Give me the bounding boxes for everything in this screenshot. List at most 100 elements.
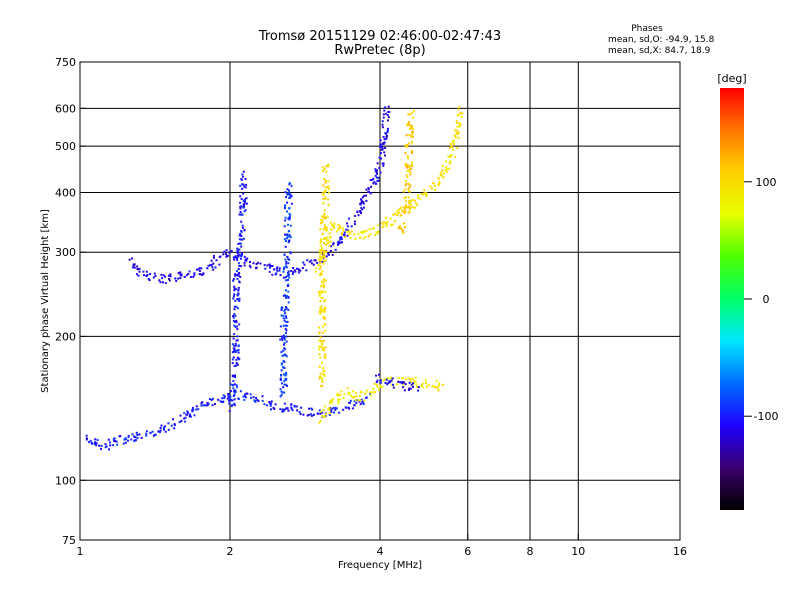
data-point [243, 204, 245, 207]
data-point [287, 262, 290, 265]
data-point [351, 407, 354, 410]
data-point [245, 392, 248, 395]
data-point [238, 248, 241, 251]
data-point [348, 391, 350, 394]
data-point [244, 198, 247, 201]
data-point [233, 391, 236, 394]
data-point [322, 367, 324, 370]
data-point [289, 252, 292, 255]
data-point [113, 439, 115, 442]
data-point [417, 386, 420, 389]
data-point [242, 175, 245, 178]
y-tick-label: 75 [62, 534, 76, 547]
data-point [407, 190, 410, 193]
data-point [236, 270, 238, 273]
data-point [132, 264, 135, 267]
data-point [451, 140, 454, 143]
data-point [329, 240, 332, 243]
data-point [331, 400, 334, 403]
data-point [357, 399, 360, 402]
data-point [407, 157, 409, 160]
data-point [285, 317, 288, 320]
data-point [322, 409, 325, 412]
data-point [336, 241, 339, 244]
data-point [276, 269, 279, 272]
data-point [132, 263, 135, 266]
data-point [210, 398, 213, 401]
data-point [310, 262, 313, 265]
data-point [324, 310, 326, 313]
data-point [319, 244, 322, 247]
data-point [456, 125, 459, 128]
data-point [363, 399, 366, 402]
data-point [298, 269, 301, 272]
data-point [184, 420, 187, 423]
data-point [341, 232, 343, 235]
data-point [409, 380, 412, 383]
data-point [282, 386, 285, 389]
data-point [390, 376, 392, 379]
data-point [233, 402, 236, 405]
data-point [233, 404, 236, 407]
data-point [284, 265, 287, 268]
data-point [160, 424, 163, 427]
data-point [315, 267, 318, 270]
data-point [288, 183, 291, 186]
x-axis-label: Frequency [MHz] [338, 560, 422, 571]
y-axis-ticks: 75 100 200 300 400 500 600 750 [55, 56, 86, 547]
data-point [286, 407, 289, 410]
colorbar-tick-label: 0 [763, 293, 770, 306]
data-point [291, 409, 294, 412]
data-point [408, 121, 410, 124]
data-point [96, 439, 99, 442]
data-point [459, 112, 462, 115]
data-point [454, 156, 457, 159]
data-point [397, 212, 399, 215]
data-point [280, 369, 283, 372]
data-point [455, 120, 458, 123]
data-point [233, 313, 236, 316]
data-point [187, 411, 190, 414]
data-point [136, 268, 139, 270]
data-point [319, 255, 322, 258]
data-point [255, 267, 258, 270]
data-point [408, 210, 411, 213]
data-point [327, 165, 330, 168]
data-point [287, 296, 290, 299]
data-point [458, 122, 461, 125]
data-point [406, 170, 409, 173]
data-point [398, 225, 401, 228]
data-point [408, 381, 411, 384]
data-point [407, 123, 410, 126]
data-point [376, 379, 379, 382]
data-point [203, 404, 206, 407]
data-point [303, 263, 306, 266]
data-point [327, 203, 330, 206]
data-point [319, 228, 322, 231]
data-point [270, 265, 272, 267]
data-point [269, 404, 272, 407]
data-point [359, 391, 362, 394]
data-point [87, 441, 90, 444]
data-point [383, 151, 386, 154]
data-point [290, 406, 293, 409]
data-point [323, 255, 326, 257]
data-point [411, 116, 414, 119]
data-point [441, 175, 444, 178]
data-point [164, 430, 167, 433]
data-point [321, 261, 324, 263]
data-point [287, 283, 290, 286]
data-point [174, 277, 177, 280]
data-point [244, 209, 247, 212]
data-point [331, 398, 334, 401]
data-point [284, 374, 287, 377]
data-point [318, 250, 321, 253]
data-point [323, 299, 326, 302]
data-point [319, 222, 322, 225]
data-point [356, 399, 359, 402]
data-point [381, 123, 384, 126]
data-point [240, 178, 243, 180]
data-point [240, 245, 243, 248]
data-point [411, 161, 413, 164]
data-point [323, 374, 326, 377]
